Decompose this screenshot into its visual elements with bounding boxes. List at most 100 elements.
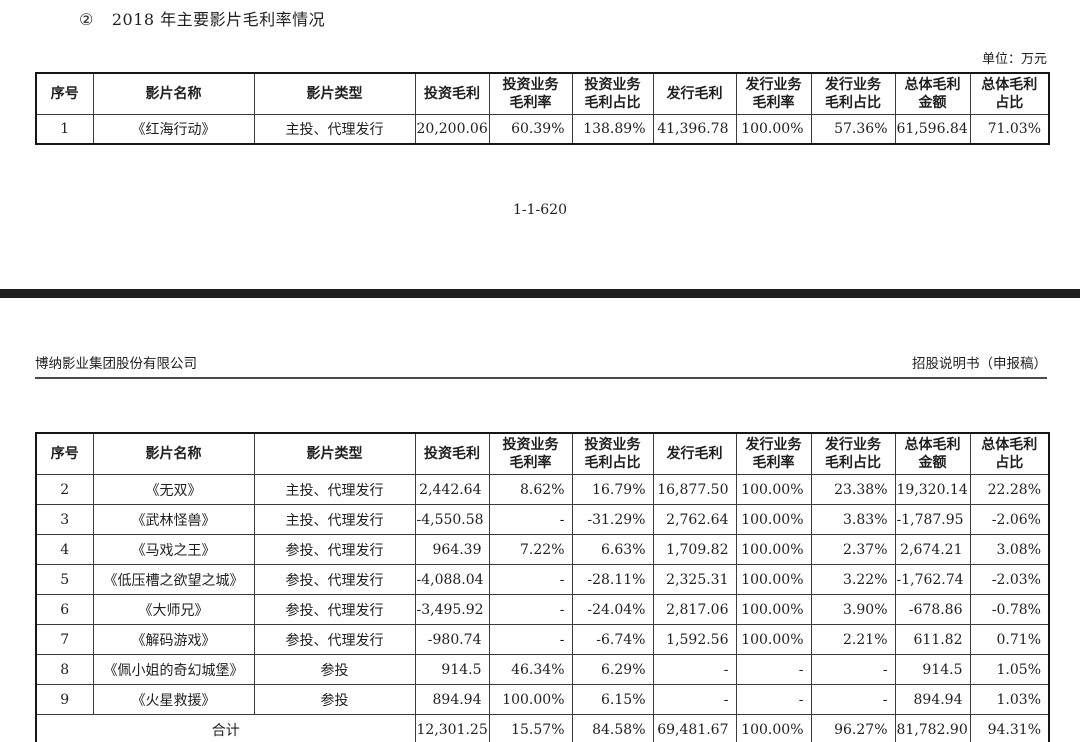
table-cell: -4,088.04	[414, 564, 490, 595]
table-cell: -	[488, 504, 573, 535]
table-cell: 894.94	[894, 684, 971, 715]
table-cell: 3.90%	[810, 594, 896, 625]
table-cell: 0.71%	[969, 624, 1050, 655]
table-row: 5 《低压槽之欲望之城》 参投、代理发行 -4,088.04- -28.11% 2,325…	[35, 564, 1050, 595]
table-cell: -24.04%	[571, 594, 654, 625]
table-cell: 6.29%	[571, 654, 654, 685]
total-label: 合计	[35, 714, 416, 742]
table-cell: -	[488, 594, 573, 625]
table-cell: 894.94	[414, 684, 490, 715]
table-cell: 71.03%	[969, 114, 1050, 145]
table-cell: -2.06%	[969, 504, 1050, 535]
table-cell: 主投、代理发行	[253, 474, 416, 505]
total-row: 合计 12,301.25 15.57% 84.58% 69,481.67 100.00% 9…	[35, 714, 1050, 742]
table-cell: 100.00%	[735, 594, 812, 625]
table-cell: 参投	[253, 654, 416, 685]
column-header: 投资毛利	[414, 72, 490, 115]
column-header: 投资业务 毛利占比	[571, 72, 654, 115]
table-cell: 20,200.06	[414, 114, 490, 145]
total-cell: 94.31%	[969, 714, 1050, 742]
column-header: 发行毛利	[652, 432, 737, 475]
table-cell: 61,596.84	[894, 114, 971, 145]
table-cell: 《大师兄》	[92, 594, 255, 625]
header-row: 序号 影片名称 影片类型 投资毛利 投资业务 毛利率 投资业务 毛利占比 发行毛利 发行业务 …	[35, 432, 1050, 475]
table-row: 6 《大师兄》 参投、代理发行 -3,495.92- -24.04% 2,817.06 10…	[35, 594, 1050, 625]
table-cell: 100.00%	[735, 504, 812, 535]
table-cell: 主投、代理发行	[253, 504, 416, 535]
table-cell: 2,442.64	[414, 474, 490, 505]
table-cell: 3.08%	[969, 534, 1050, 565]
table-cell: -3,495.92	[414, 594, 490, 625]
section-marker: ②	[79, 10, 94, 29]
gross-margin-table-2018-bottom: 序号 影片名称 影片类型 投资毛利 投资业务 毛利率 投资业务 毛利占比 发行毛利 发行业务 …	[35, 432, 1050, 742]
table-cell: 《无双》	[92, 474, 255, 505]
table-cell: 914.5	[414, 654, 490, 685]
table-cell: -678.86	[894, 594, 971, 625]
column-header: 发行毛利	[652, 72, 737, 115]
table-cell: 2	[35, 474, 94, 505]
table-cell: 8.62%	[488, 474, 573, 505]
table-row: 8 《佩小姐的奇幻城堡》 参投 914.5 46.34% 6.29% - - -914.5 1.0…	[35, 654, 1050, 685]
table-cell: 《红海行动》	[92, 114, 255, 145]
table-cell: 611.82	[894, 624, 971, 655]
total-cell: 12,301.25	[414, 714, 490, 742]
table-cell: 138.89%	[571, 114, 654, 145]
table-row: 9 《火星救援》 参投 894.94 100.00% 6.15% - - -894.94 1.03…	[35, 684, 1050, 715]
page-number: 1-1-620	[513, 202, 567, 218]
column-header: 投资业务 毛利占比	[571, 432, 654, 475]
table-cell: 22.28%	[969, 474, 1050, 505]
table-cell: 《武林怪兽》	[92, 504, 255, 535]
column-header: 总体毛利 占比	[969, 432, 1050, 475]
table-cell: 100.00%	[735, 564, 812, 595]
column-header: 影片名称	[92, 72, 255, 115]
table-cell: -28.11%	[571, 564, 654, 595]
unit-label: 单位：万元	[981, 52, 1047, 67]
table-cell: 3.83%	[810, 504, 896, 535]
table-cell: -	[735, 684, 812, 715]
table-cell: 100.00%	[735, 474, 812, 505]
column-header: 总体毛利 金额	[894, 72, 971, 115]
table-cell: 46.34%	[488, 654, 573, 685]
table-cell: -	[488, 624, 573, 655]
company-name: 博纳影业集团股份有限公司	[35, 356, 197, 372]
column-header: 影片类型	[253, 72, 416, 115]
table-cell: -31.29%	[571, 504, 654, 535]
table-cell: -	[652, 654, 737, 685]
column-header: 影片名称	[92, 432, 255, 475]
column-header: 发行业务 毛利率	[735, 72, 812, 115]
table-cell: 主投、代理发行	[253, 114, 416, 145]
total-cell: 100.00%	[735, 714, 812, 742]
table-cell: 41,396.78	[652, 114, 737, 145]
table-cell: 《解码游戏》	[92, 624, 255, 655]
header-row: 序号 影片名称 影片类型 投资毛利 投资业务 毛利率 投资业务 毛利占比 发行毛利 发行业务 …	[35, 72, 1050, 115]
table-cell: 100.00%	[735, 624, 812, 655]
table-cell: 7	[35, 624, 94, 655]
total-cell: 81,782.90	[894, 714, 971, 742]
table-cell: -4,550.58	[414, 504, 490, 535]
table-cell: 100.00%	[735, 114, 812, 145]
section-title-text: 2018 年主要影片毛利率情况	[111, 10, 326, 29]
table-cell: 23.38%	[810, 474, 896, 505]
table-cell: 2,817.06	[652, 594, 737, 625]
table-cell: 参投、代理发行	[253, 564, 416, 595]
table-cell: -980.74	[414, 624, 490, 655]
table-cell: 4	[35, 534, 94, 565]
table-cell: -	[652, 684, 737, 715]
table-cell: 914.5	[894, 654, 971, 685]
table-cell: 16,877.50	[652, 474, 737, 505]
table-cell: 2,325.31	[652, 564, 737, 595]
page-break-bar	[0, 289, 1080, 298]
column-header: 发行业务 毛利占比	[810, 432, 896, 475]
table-row: 3 《武林怪兽》 主投、代理发行 -4,550.58- -31.29% 2,762.64 1…	[35, 504, 1050, 535]
table-cell: 9	[35, 684, 94, 715]
column-header: 投资业务 毛利率	[488, 432, 573, 475]
table-cell: -	[810, 684, 896, 715]
table-cell: 1,709.82	[652, 534, 737, 565]
column-header: 投资毛利	[414, 432, 490, 475]
table-cell: 参投、代理发行	[253, 594, 416, 625]
table-cell: -	[488, 564, 573, 595]
column-header: 总体毛利 占比	[969, 72, 1050, 115]
table-cell: 5	[35, 564, 94, 595]
table-cell: -0.78%	[969, 594, 1050, 625]
